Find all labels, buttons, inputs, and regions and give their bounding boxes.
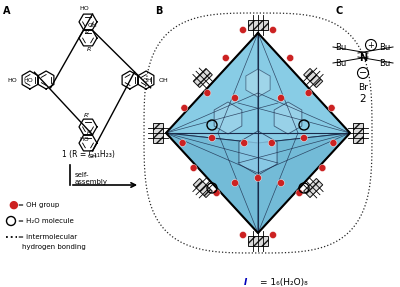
Circle shape <box>270 26 276 34</box>
Polygon shape <box>248 20 268 30</box>
Circle shape <box>300 135 308 141</box>
Text: I: I <box>244 278 247 287</box>
Text: R': R' <box>84 113 90 119</box>
Text: = 1₆(H₂O)₈: = 1₆(H₂O)₈ <box>260 278 308 287</box>
Polygon shape <box>258 133 350 233</box>
Circle shape <box>232 179 238 187</box>
Text: B: B <box>155 6 162 16</box>
Text: 2: 2 <box>360 94 366 104</box>
Circle shape <box>319 164 326 172</box>
Text: OH: OH <box>87 23 97 28</box>
Circle shape <box>240 232 246 238</box>
Text: 1 (R = C₁₁H₂₃): 1 (R = C₁₁H₂₃) <box>62 150 114 159</box>
Circle shape <box>328 104 335 112</box>
Text: HO: HO <box>7 77 17 82</box>
Text: HO: HO <box>79 137 89 142</box>
Text: OH: OH <box>159 77 169 82</box>
Polygon shape <box>353 123 363 143</box>
Text: −: − <box>359 68 367 78</box>
Circle shape <box>305 90 312 96</box>
Circle shape <box>232 94 238 102</box>
Polygon shape <box>258 33 350 143</box>
Circle shape <box>240 26 246 34</box>
Text: N: N <box>359 53 367 63</box>
Polygon shape <box>304 179 323 197</box>
Circle shape <box>222 55 229 61</box>
Text: HO: HO <box>79 6 89 11</box>
Circle shape <box>241 139 248 146</box>
Circle shape <box>254 174 262 181</box>
Circle shape <box>278 94 284 102</box>
Polygon shape <box>214 102 242 134</box>
Text: ●: ● <box>8 200 18 210</box>
Text: HO: HO <box>23 77 33 82</box>
Circle shape <box>287 55 294 61</box>
Polygon shape <box>153 123 163 143</box>
Circle shape <box>330 139 337 146</box>
Text: hydrogen bonding: hydrogen bonding <box>22 244 86 250</box>
Polygon shape <box>248 236 268 246</box>
Circle shape <box>208 135 216 141</box>
Text: self-
assembly: self- assembly <box>75 172 108 185</box>
Polygon shape <box>193 179 212 197</box>
Circle shape <box>213 189 220 197</box>
Text: = H₂O molecule: = H₂O molecule <box>18 218 74 224</box>
Text: Bu: Bu <box>335 59 347 67</box>
Circle shape <box>296 189 303 197</box>
Text: R: R <box>85 30 89 35</box>
Text: Br: Br <box>358 82 368 92</box>
Text: OH: OH <box>87 154 97 159</box>
Polygon shape <box>246 69 270 97</box>
Text: = OH group: = OH group <box>18 202 59 208</box>
Circle shape <box>278 179 284 187</box>
Polygon shape <box>304 69 323 88</box>
Circle shape <box>190 164 197 172</box>
Polygon shape <box>239 131 277 175</box>
Circle shape <box>204 90 211 96</box>
Text: +: + <box>368 40 374 49</box>
Text: Bu: Bu <box>335 42 347 51</box>
Polygon shape <box>193 69 212 88</box>
Text: Bu: Bu <box>379 42 391 51</box>
Text: A: A <box>3 6 10 16</box>
Circle shape <box>270 232 276 238</box>
Text: R: R <box>87 130 91 135</box>
Text: R: R <box>87 46 91 52</box>
Polygon shape <box>166 133 258 233</box>
Text: OH: OH <box>143 77 153 82</box>
Polygon shape <box>274 102 302 134</box>
Text: = intermolecular: = intermolecular <box>18 234 77 240</box>
Circle shape <box>268 139 275 146</box>
Text: Bu: Bu <box>379 59 391 67</box>
Circle shape <box>179 139 186 146</box>
Circle shape <box>181 104 188 112</box>
Text: C: C <box>335 6 342 16</box>
Polygon shape <box>166 33 258 143</box>
